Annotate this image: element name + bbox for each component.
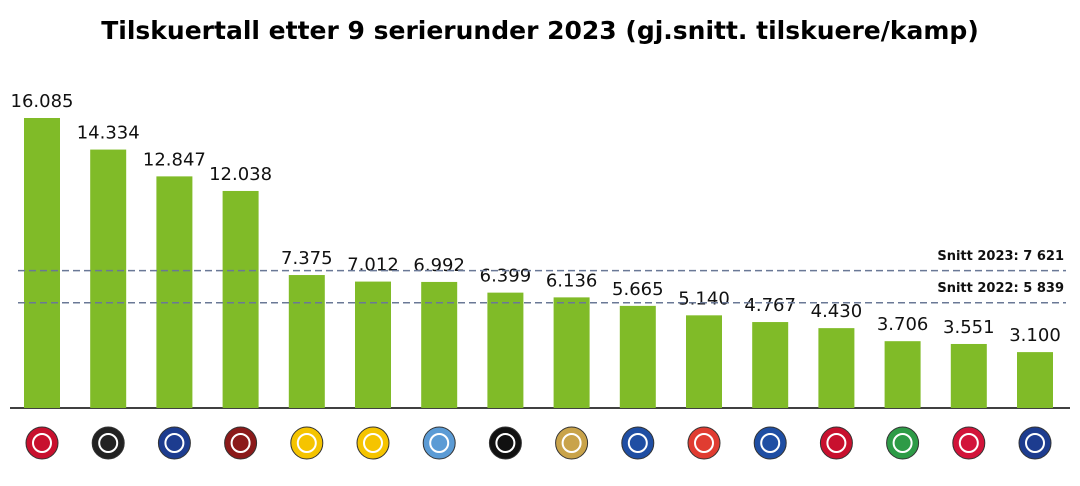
club-logo-inner [561,433,582,453]
club-logo-inner [958,433,979,453]
bar [884,341,921,408]
club-logo-inner [694,433,714,453]
value-label: 5.140 [678,288,730,309]
reference-label: Snitt 2022: 5 839 [937,281,1064,296]
value-label: 6.992 [413,255,465,276]
bar [222,190,259,408]
club-logo-inner [892,433,913,453]
club-logo-inner [429,433,450,453]
club-logo [290,426,324,460]
value-label: 3.551 [943,317,995,338]
club-logo-inner [760,433,781,453]
club-logo-inner [1025,433,1045,453]
club-logo [687,426,721,460]
club-logo [621,426,655,460]
bar [355,281,391,408]
club-logo-inner [164,433,185,453]
bar [619,305,656,408]
club-logo [91,426,125,460]
value-label: 7.012 [347,255,399,276]
reference-label: Snitt 2023: 7 621 [937,249,1064,264]
club-logo [488,426,522,460]
bar [156,176,193,408]
bar [1017,352,1053,408]
chart-title: Tilskuertall etter 9 serierunder 2023 (g… [101,16,979,45]
value-label: 4.767 [744,295,796,316]
club-logo [422,426,456,460]
bar [950,343,987,408]
bar [686,315,722,408]
value-label: 12.038 [209,164,272,185]
club-logo [819,426,853,460]
club-logo [1018,426,1052,460]
club-logo-inner [296,433,317,453]
value-label: 6.136 [546,270,598,291]
club-logo-inner [32,433,52,453]
value-label: 3.706 [877,314,929,335]
value-label: 4.430 [811,301,863,322]
club-logo [157,426,191,460]
club-logo [224,426,258,460]
bar [553,297,590,408]
club-logo-inner [495,433,516,453]
club-logo-inner [363,433,383,453]
value-label: 12.847 [143,149,206,170]
value-label: 3.100 [1009,325,1061,346]
bar [421,281,458,408]
club-logo [753,426,787,460]
club-logo [356,426,390,460]
value-label: 5.665 [612,279,664,300]
value-label: 14.334 [77,123,140,144]
bar [24,118,60,408]
value-label: 16.085 [11,91,74,112]
bar [288,275,325,408]
club-logo-inner [98,433,119,453]
club-logo-inner [230,433,251,453]
club-logo [555,426,589,460]
club-logo-inner [627,433,648,453]
bar [90,149,127,409]
value-label: 6.399 [480,266,532,287]
club-logo [25,426,59,460]
club-logo [952,426,986,460]
value-label: 7.375 [281,248,333,269]
bar [818,328,855,408]
bar [487,292,524,408]
club-logo-inner [826,433,847,453]
club-logo [886,426,920,460]
bar [752,322,789,408]
